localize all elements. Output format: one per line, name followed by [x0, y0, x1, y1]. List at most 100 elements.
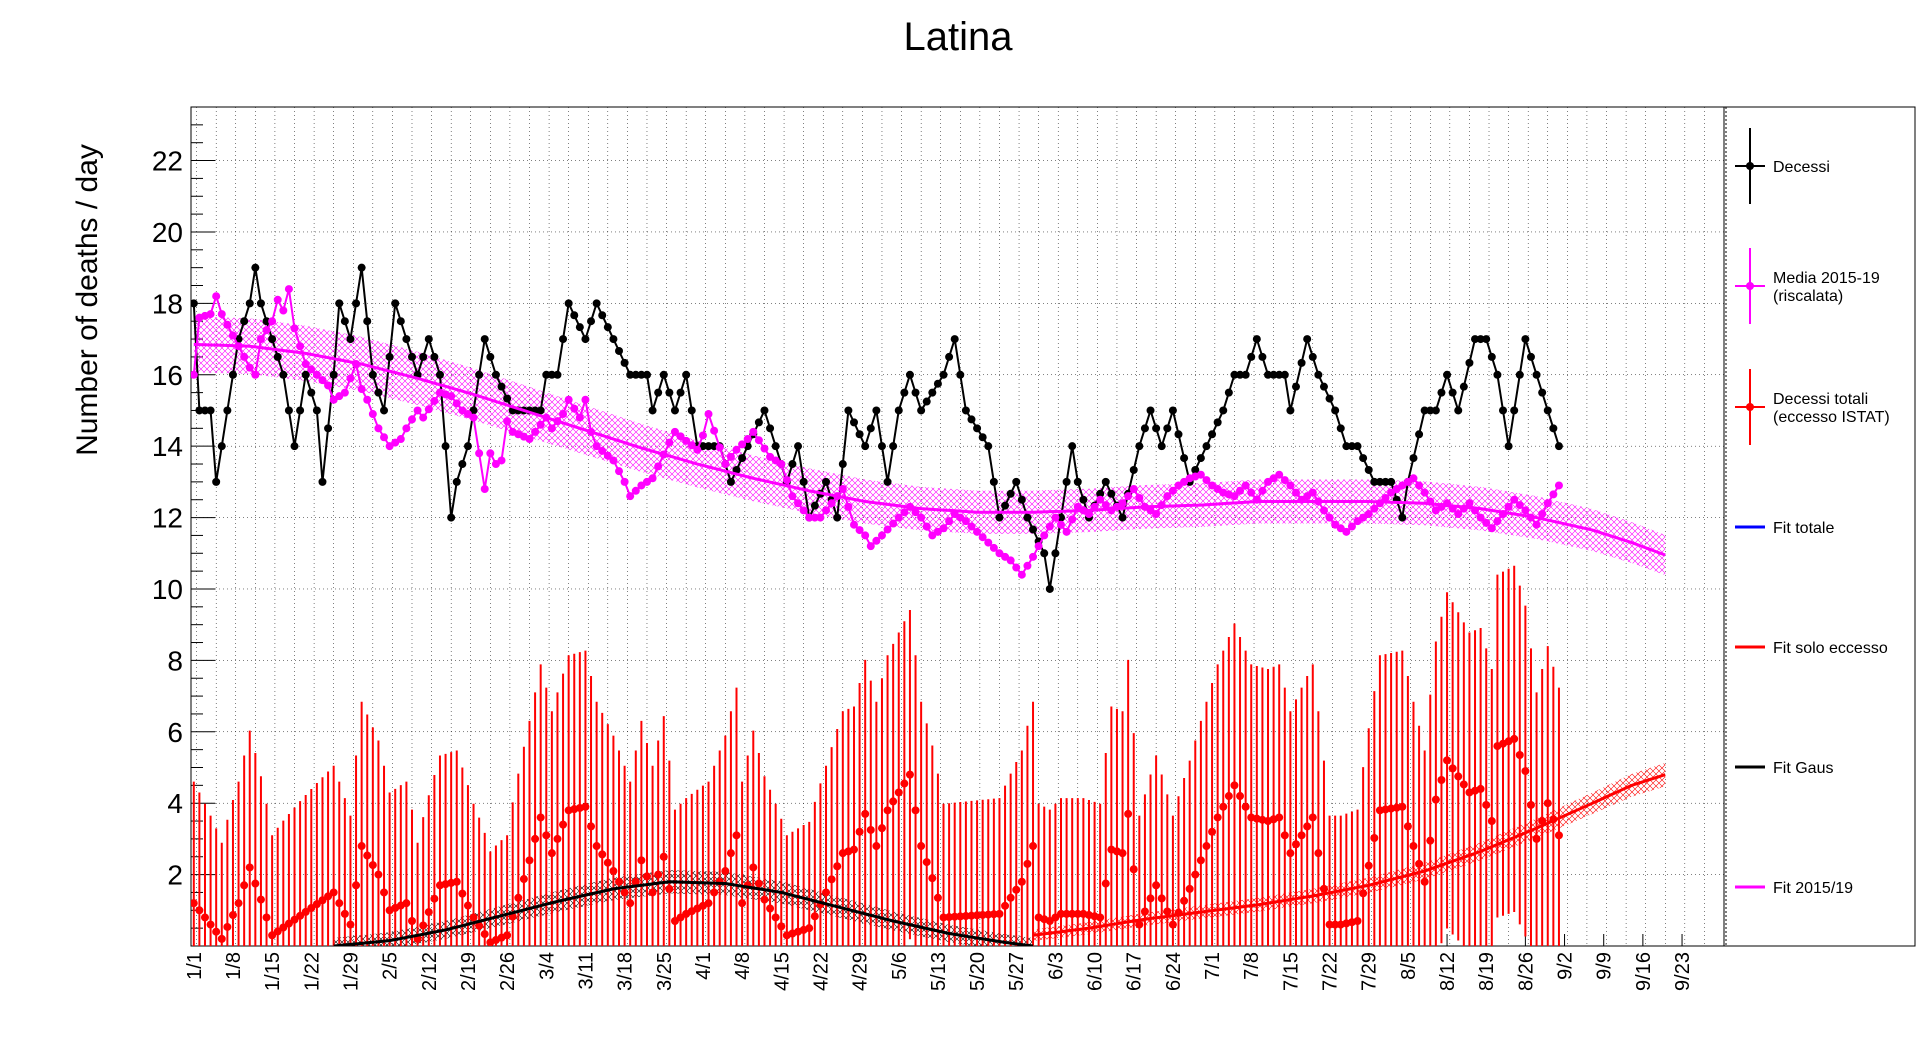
excess-point [654, 870, 663, 879]
average-point [240, 352, 249, 361]
deaths-point [1213, 418, 1222, 427]
excess-point [228, 911, 237, 920]
average-point [430, 396, 439, 405]
average-point [279, 306, 288, 315]
average-point [581, 395, 590, 404]
deaths-point [1381, 477, 1390, 486]
excess-point [1101, 879, 1110, 888]
average-point [1124, 492, 1133, 501]
excess-point [609, 867, 618, 876]
average-point [603, 451, 612, 460]
deaths-point [1448, 388, 1457, 397]
average-point [1196, 470, 1205, 479]
excess-point [648, 888, 657, 897]
deaths-point [799, 477, 808, 486]
x-tick-label: 7/8 [1241, 952, 1263, 980]
deaths-point [256, 299, 265, 308]
deaths-point [1057, 513, 1066, 522]
excess-point [615, 877, 624, 886]
excess-point [430, 894, 439, 903]
excess-point [1364, 861, 1373, 870]
excess-point [1353, 917, 1362, 926]
deaths-point [760, 406, 769, 415]
x-tick-label: 6/24 [1163, 952, 1185, 991]
deaths-point [1303, 335, 1312, 344]
deaths-point [374, 388, 383, 397]
deaths-point [1258, 352, 1267, 361]
legend-marker [1746, 162, 1754, 170]
excess-point [206, 920, 215, 929]
average-point [357, 385, 366, 394]
deaths-point [352, 299, 361, 308]
deaths-point [1017, 495, 1026, 504]
excess-point [872, 842, 881, 851]
deaths-point [1443, 370, 1452, 379]
legend: Decessi Media 2015-19(riscalata) Decessi t… [1735, 128, 1890, 897]
average-point [301, 360, 310, 369]
excess-point [1280, 831, 1289, 840]
average-point [782, 476, 791, 485]
excess-point [810, 912, 819, 921]
deaths-point [838, 460, 847, 469]
average-point [665, 438, 674, 447]
average-point [475, 449, 484, 458]
excess-point [587, 822, 596, 831]
excess-point [592, 842, 601, 851]
average-point [1286, 481, 1295, 490]
deaths-point [1152, 424, 1161, 433]
deaths-point [1129, 465, 1138, 474]
deaths-point [463, 442, 472, 451]
deaths-point [1252, 335, 1261, 344]
deaths-point [1101, 477, 1110, 486]
average-point [749, 427, 758, 436]
deaths-point [1068, 442, 1077, 451]
deaths-point [1001, 501, 1010, 510]
deaths-point [1236, 370, 1245, 379]
excess-point [251, 879, 260, 888]
average-point [1236, 486, 1245, 495]
deaths-point [609, 335, 618, 344]
excess-point [480, 930, 489, 939]
average-point [217, 310, 226, 319]
average-point [547, 424, 556, 433]
average-point [1029, 552, 1038, 561]
deaths-point [363, 317, 372, 326]
legend-marker [1746, 403, 1754, 411]
excess-point [1291, 840, 1300, 849]
deaths-point [424, 335, 433, 344]
average-point [419, 413, 428, 422]
deaths-point [794, 442, 803, 451]
excess-point [1219, 802, 1228, 811]
average-point [191, 370, 198, 379]
excess-point [419, 921, 428, 930]
deaths-point [380, 406, 389, 415]
data-layer [191, 263, 1666, 946]
deaths-point [911, 388, 920, 397]
deaths-point [1140, 424, 1149, 433]
deaths-point [480, 335, 489, 344]
average-point [855, 526, 864, 535]
deaths-point [1476, 335, 1485, 344]
excess-point [1297, 831, 1306, 840]
deaths-point [1554, 442, 1563, 451]
deaths-point [889, 442, 898, 451]
excess-point [1510, 734, 1519, 743]
deaths-point [861, 442, 870, 451]
deaths-point [1465, 358, 1474, 367]
excess-point [855, 827, 864, 836]
deaths-point [419, 352, 428, 361]
x-tick-label: 7/22 [1320, 952, 1342, 991]
average-point [788, 492, 797, 501]
average-point [1415, 481, 1424, 490]
deaths-point [1230, 370, 1239, 379]
deaths-point [1364, 465, 1373, 474]
deaths-point [754, 418, 763, 427]
average-point [799, 506, 808, 515]
excess-point [340, 909, 349, 918]
average-point [710, 426, 719, 435]
x-tick-label: 7/1 [1202, 952, 1224, 980]
deaths-point [1118, 513, 1127, 522]
deaths-point [564, 299, 573, 308]
deaths-point [475, 370, 484, 379]
legend-label: (eccesso ISTAT) [1773, 409, 1890, 426]
